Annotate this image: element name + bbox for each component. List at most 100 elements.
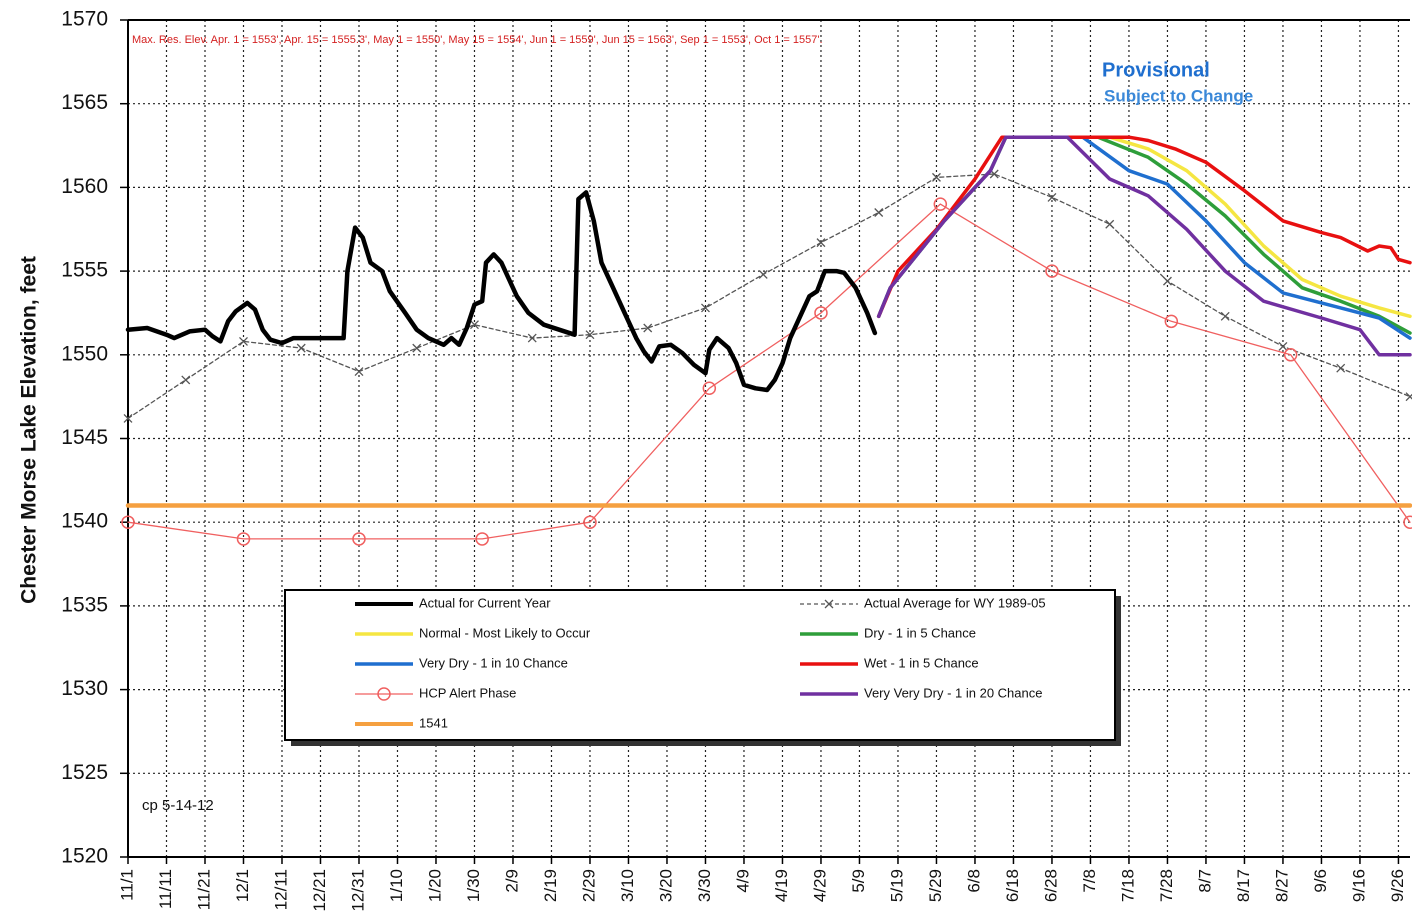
legend-label: Actual for Current Year — [419, 595, 551, 610]
marker — [702, 381, 717, 396]
legend-label: Dry - 1 in 5 Chance — [864, 625, 976, 640]
x-tick-label: 5/19 — [887, 869, 906, 902]
legend-label: Very Very Dry - 1 in 20 Chance — [864, 685, 1042, 700]
y-tick-label: 1565 — [61, 91, 108, 114]
marker — [1283, 348, 1298, 362]
x-tick-label: 4/9 — [733, 869, 752, 893]
y-tick-label: 1545 — [61, 426, 108, 449]
marker — [816, 238, 826, 248]
x-tick-label: 12/21 — [310, 869, 329, 912]
marker — [236, 532, 251, 546]
series — [876, 135, 1412, 357]
marker — [1278, 341, 1288, 351]
series — [123, 169, 1412, 423]
x-tick-label: 1/10 — [387, 869, 406, 902]
x-tick-label: 11/1 — [117, 869, 136, 901]
marker — [412, 343, 422, 353]
marker — [874, 208, 884, 217]
marker — [121, 515, 135, 529]
x-tick-label: 8/17 — [1234, 869, 1253, 902]
x-tick-label: 5/9 — [849, 869, 868, 893]
marker — [643, 323, 653, 333]
legend-label: 1541 — [419, 715, 448, 730]
legend-label: HCP Alert Phase — [419, 685, 516, 700]
watermark: Subject to Change — [1104, 86, 1253, 105]
marker — [475, 532, 489, 546]
x-tick-label: 12/11 — [271, 869, 290, 910]
x-tick-label: 11/11 — [156, 869, 175, 909]
y-tick-label: 1530 — [61, 677, 108, 700]
x-tick-label: 8/27 — [1272, 869, 1291, 902]
marker — [354, 367, 364, 376]
line — [127, 203, 1411, 540]
x-tick-label: 6/18 — [1003, 869, 1022, 902]
x-tick-label: 1/30 — [464, 869, 483, 902]
x-tick-label: 9/26 — [1388, 869, 1407, 902]
marker — [933, 197, 948, 211]
legend: Actual for Current Year Actual Average fo… — [284, 589, 1121, 746]
marker — [1105, 219, 1115, 229]
line — [876, 135, 1412, 357]
legend-label: Wet - 1 in 5 Chance — [864, 655, 979, 670]
y-tick-label: 1570 — [61, 8, 108, 31]
marker — [583, 515, 597, 529]
marker — [470, 320, 479, 330]
line — [125, 190, 878, 393]
legend-label: Actual Average for WY 1989-05 — [864, 595, 1046, 610]
x-tick-label: 9/16 — [1349, 869, 1368, 902]
marker — [239, 336, 248, 346]
marker — [1405, 392, 1412, 402]
y-tick-label: 1555 — [61, 259, 108, 282]
watermark: Provisional — [1102, 59, 1210, 81]
marker — [1045, 264, 1059, 278]
y-axis-title: Chester Morse Lake Elevation, feet — [18, 256, 41, 604]
legend-marker — [377, 687, 391, 701]
x-tick-label: 7/18 — [1118, 869, 1137, 902]
series — [125, 190, 878, 393]
marker — [932, 172, 941, 182]
legend-label: Very Dry - 1 in 10 Chance — [419, 655, 568, 670]
marker — [352, 532, 366, 546]
x-tick-label: 8/7 — [1195, 869, 1214, 893]
y-tick-label: 1550 — [61, 342, 108, 365]
marker — [527, 333, 537, 343]
x-tick-label: 11/21 — [194, 869, 213, 910]
plot-area — [121, 135, 1412, 546]
marker — [1220, 311, 1230, 321]
line — [876, 135, 1412, 319]
x-tick-label: 12/31 — [348, 869, 367, 912]
y-tick-label: 1520 — [61, 845, 108, 868]
x-tick-label: 3/10 — [618, 869, 637, 902]
x-tick-label: 6/28 — [1041, 869, 1060, 902]
x-tick-label: 4/19 — [772, 869, 791, 902]
x-tick-label: 3/20 — [656, 869, 675, 902]
y-tick-label: 1560 — [61, 175, 108, 198]
marker — [814, 306, 828, 320]
x-tick-label: 7/28 — [1157, 869, 1176, 902]
marker — [758, 269, 768, 279]
marker — [123, 413, 133, 423]
series — [121, 197, 1412, 546]
x-tick-label: 6/8 — [964, 869, 983, 893]
marker — [1163, 276, 1172, 286]
marker — [1403, 515, 1412, 529]
marker — [701, 303, 710, 313]
marker — [1336, 363, 1346, 373]
x-tick-label: 2/19 — [541, 869, 560, 902]
x-tick-label: 7/8 — [1080, 869, 1099, 893]
legend-marker — [824, 599, 834, 609]
legend-box — [284, 589, 1116, 741]
marker — [1047, 192, 1057, 202]
x-tick-label: 2/9 — [502, 869, 521, 893]
annotation: Max. Res. Elev. Apr. 1 = 1553', Apr. 15 … — [132, 34, 823, 46]
y-tick-label: 1540 — [61, 510, 108, 533]
marker — [181, 375, 191, 385]
x-tick-label: 9/6 — [1311, 869, 1330, 893]
x-tick-label: 3/30 — [695, 869, 714, 902]
footnote: cp 5-14-12 — [142, 797, 214, 814]
axes: 1520 1525 1530 1535 1540 1545 1550 1555 1560 1565… — [61, 8, 1410, 912]
y-tick-label: 1525 — [61, 761, 108, 784]
x-tick-label: 2/29 — [579, 869, 598, 902]
